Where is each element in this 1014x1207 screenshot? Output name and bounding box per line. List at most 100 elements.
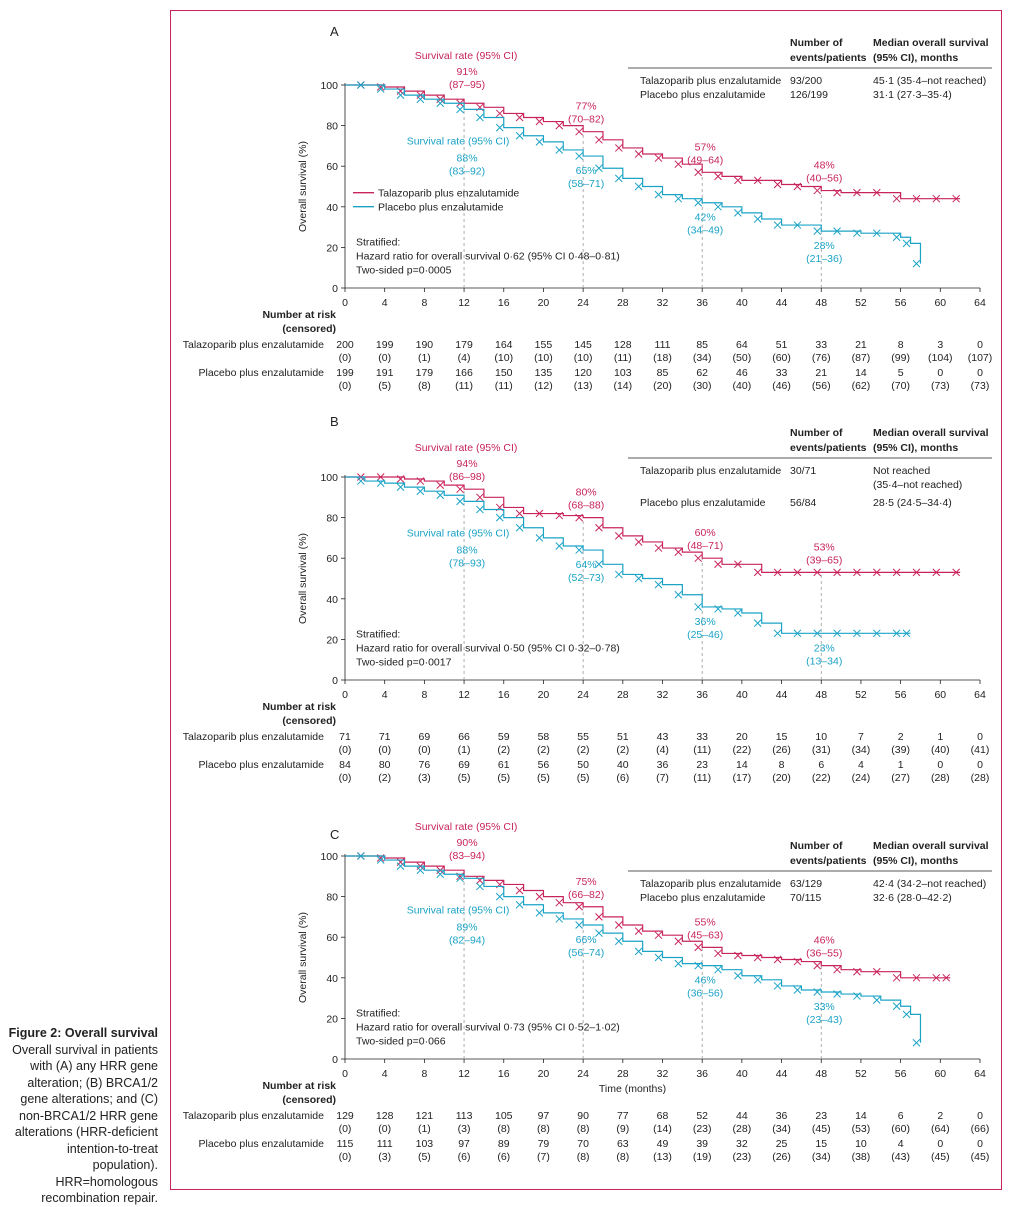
risk-count: 90 [577, 1110, 589, 1122]
figure-frame [170, 10, 1002, 1190]
table-row-median: 31·1 (27·3–35·4) [873, 89, 952, 101]
table-header-median: (95% CI), months [873, 855, 958, 867]
censor-mark [952, 568, 961, 577]
risk-count: 200 [336, 339, 354, 351]
censor-mark [813, 988, 822, 996]
censor-mark [853, 967, 861, 976]
risk-count: 3 [937, 339, 943, 351]
risk-count: 199 [336, 367, 354, 379]
censor-mark [416, 487, 425, 496]
table-row-events: 93/200 [790, 75, 822, 87]
risk-count: 191 [376, 367, 394, 379]
censor-mark [356, 852, 365, 860]
censor-mark [932, 973, 941, 982]
stats-line: Hazard ratio for overall survival 0·62 (… [356, 250, 620, 262]
censor-mark [734, 560, 742, 569]
landmark-ci-talazoparib: (68–88) [568, 500, 604, 512]
risk-censored: (6) [497, 1151, 510, 1163]
x-tick-label: 8 [421, 1068, 427, 1080]
landmark-ci-talazoparib: (70–82) [568, 114, 604, 126]
censor-mark [595, 164, 603, 173]
risk-censored: (22) [733, 744, 752, 756]
censor-mark [773, 629, 782, 638]
survival-rate-header-talazoparib: Survival rate (95% CI) [415, 821, 518, 833]
landmark-ci-talazoparib: (66–82) [568, 889, 604, 901]
landmark-label-placebo: 66% [576, 934, 597, 946]
landmark-ci-placebo: (82–94) [449, 934, 485, 946]
stats-line: Two-sided p=0·0005 [356, 264, 452, 276]
series-line-talazoparib [345, 476, 961, 574]
landmark-label-placebo: 36% [695, 616, 716, 628]
risk-count: 4 [858, 759, 864, 771]
x-tick-label: 40 [736, 1068, 748, 1080]
risk-censored: (62) [852, 380, 871, 392]
risk-count: 69 [419, 731, 431, 743]
stats-line: Stratified: [356, 628, 400, 640]
censor-mark [773, 221, 782, 229]
risk-count: 8 [779, 759, 785, 771]
x-tick-label: 16 [498, 297, 510, 309]
risk-censored: (43) [891, 1151, 910, 1163]
risk-count: 145 [574, 339, 592, 351]
risk-censored: (104) [928, 352, 953, 364]
censor-mark [714, 172, 722, 181]
risk-count: 128 [376, 1110, 394, 1122]
risk-censored: (28) [971, 772, 990, 784]
censor-mark [634, 947, 643, 956]
censor-mark [476, 882, 484, 891]
risk-censored: (20) [772, 772, 791, 784]
risk-title-censored: (censored) [282, 715, 336, 727]
risk-censored: (26) [772, 744, 791, 756]
censor-mark [892, 233, 901, 242]
risk-count: 0 [977, 1138, 983, 1150]
survival-rate-header-placebo: Survival rate (95% CI) [407, 135, 510, 147]
censor-mark [575, 127, 583, 136]
panel-b: B Number of events/patients Median overall … [183, 414, 992, 784]
risk-censored: (24) [852, 772, 871, 784]
x-tick-label: 4 [382, 1068, 388, 1080]
landmark-label-talazoparib: 60% [695, 527, 716, 539]
figure-caption: Figure 2: Overall survival Overall survi… [6, 1025, 158, 1207]
x-tick-label: 20 [538, 1068, 550, 1080]
x-tick-label: 52 [855, 297, 867, 309]
risk-censored: (70) [891, 380, 910, 392]
risk-censored: (8) [577, 1151, 590, 1163]
censor-mark [535, 509, 544, 518]
risk-count: 23 [696, 759, 708, 771]
risk-censored: (99) [891, 352, 910, 364]
censor-mark [912, 259, 921, 268]
censor-mark [674, 590, 683, 599]
x-tick-label: 0 [342, 297, 348, 309]
x-tick-label: 56 [895, 1068, 907, 1080]
censor-mark [833, 629, 841, 638]
censor-mark [476, 113, 484, 122]
risk-censored: (23) [733, 1151, 752, 1163]
risk-censored: (34) [693, 352, 712, 364]
risk-censored: (2) [577, 744, 590, 756]
risk-censored: (7) [656, 772, 669, 784]
stats-line: Hazard ratio for overall survival 0·73 (… [356, 1021, 620, 1033]
panel-letter: B [330, 414, 339, 429]
risk-censored: (10) [494, 352, 513, 364]
risk-count: 97 [538, 1110, 550, 1122]
risk-count: 33 [696, 731, 708, 743]
censor-mark [634, 182, 643, 191]
censor-mark [833, 990, 841, 998]
y-tick-label: 0 [332, 675, 338, 687]
risk-count: 44 [736, 1110, 748, 1122]
censor-mark [555, 898, 564, 907]
risk-censored: (8) [577, 1123, 590, 1135]
x-tick-label: 12 [458, 1068, 470, 1080]
censor-mark [376, 85, 385, 93]
risk-censored: (12) [534, 380, 553, 392]
censor-mark [853, 629, 861, 638]
censor-mark [495, 109, 504, 118]
risk-count: 179 [455, 339, 473, 351]
censor-mark [714, 560, 722, 569]
censor-mark [793, 221, 802, 229]
risk-censored: (5) [378, 380, 391, 392]
risk-censored: (9) [616, 1123, 629, 1135]
censor-mark [595, 135, 603, 144]
censor-mark [555, 542, 564, 550]
risk-censored: (13) [653, 1151, 672, 1163]
